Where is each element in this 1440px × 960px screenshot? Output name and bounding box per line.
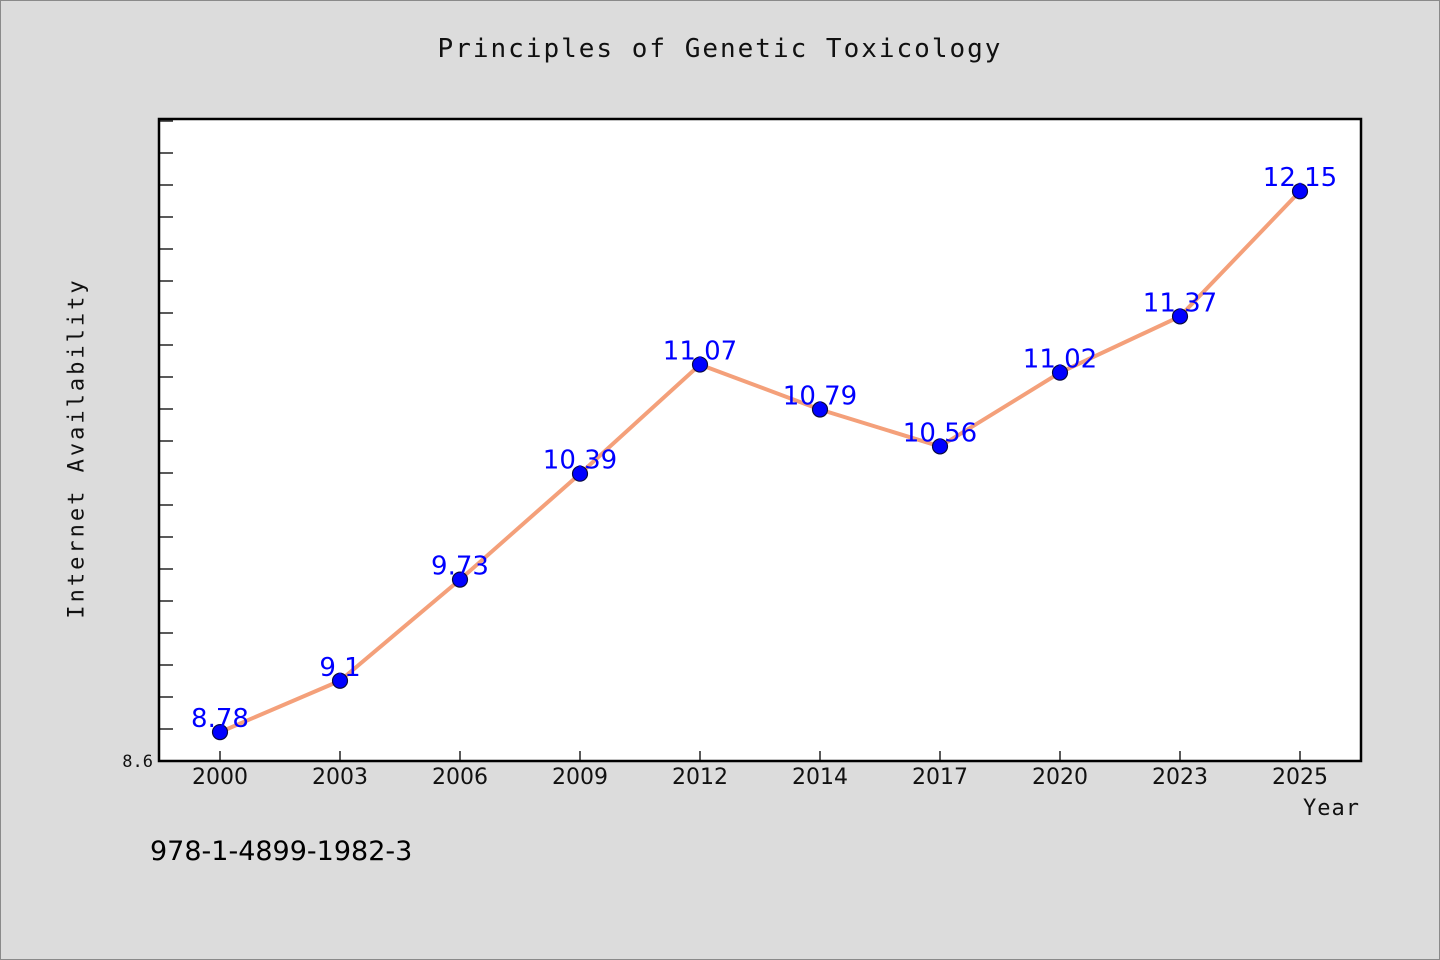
y-tick-label: 8.6 bbox=[122, 752, 153, 772]
data-label-2009: 10.39 bbox=[543, 446, 617, 476]
data-label-2014: 10.79 bbox=[783, 382, 857, 412]
x-tick-label-2009: 2009 bbox=[552, 765, 608, 790]
plot-area bbox=[157, 117, 1363, 763]
chart-title: Principles of Genetic Toxicology bbox=[437, 34, 1003, 64]
x-tick-labels: 2000 2003 2006 2009 2012 2014 2017 2020 2023 2025 bbox=[192, 765, 1328, 790]
data-label-2017: 10.56 bbox=[903, 418, 977, 448]
data-points bbox=[211, 183, 1309, 741]
x-tick-label-2000: 2000 bbox=[192, 765, 248, 790]
data-label-2020: 11.02 bbox=[1023, 345, 1097, 375]
data-point-2017 bbox=[931, 438, 949, 455]
data-label-2025: 12.15 bbox=[1263, 163, 1337, 193]
data-point-2009 bbox=[571, 465, 589, 482]
data-label-2012: 11.07 bbox=[663, 337, 737, 367]
data-label-2000: 8.78 bbox=[191, 704, 249, 734]
data-point-2003 bbox=[331, 672, 349, 689]
data-label-2006: 9.73 bbox=[431, 552, 489, 582]
data-point-2023 bbox=[1171, 308, 1189, 325]
data-point-2025 bbox=[1291, 183, 1309, 200]
series-line bbox=[219, 189, 1302, 734]
x-tick-label-2025: 2025 bbox=[1272, 765, 1328, 790]
x-tick-label-2014: 2014 bbox=[792, 765, 848, 790]
data-labels: 8.78 9.1 9.73 10.39 11.07 10.79 10.56 11.02 11.3… bbox=[191, 163, 1337, 734]
x-tick-label-2003: 2003 bbox=[312, 765, 368, 790]
data-point-2006 bbox=[451, 571, 469, 588]
data-label-2003: 9.1 bbox=[319, 653, 360, 683]
data-label-2023: 11.37 bbox=[1143, 288, 1217, 318]
isbn-text: 978-1-4899-1982-3 bbox=[150, 836, 413, 867]
x-tick-label-2006: 2006 bbox=[432, 765, 488, 790]
x-tick-label-2020: 2020 bbox=[1032, 765, 1088, 790]
data-point-2012 bbox=[691, 356, 709, 373]
data-point-2000 bbox=[211, 724, 229, 741]
x-axis-label: Year bbox=[1303, 796, 1360, 821]
x-tick-label-2023: 2023 bbox=[1152, 765, 1208, 790]
data-point-2014 bbox=[811, 401, 829, 418]
axis-ticks bbox=[159, 120, 1301, 761]
x-tick-label-2017: 2017 bbox=[912, 765, 968, 790]
y-tick-labels: 8.6 bbox=[122, 752, 153, 772]
x-tick-label-2012: 2012 bbox=[672, 765, 728, 790]
data-point-2020 bbox=[1051, 364, 1069, 381]
